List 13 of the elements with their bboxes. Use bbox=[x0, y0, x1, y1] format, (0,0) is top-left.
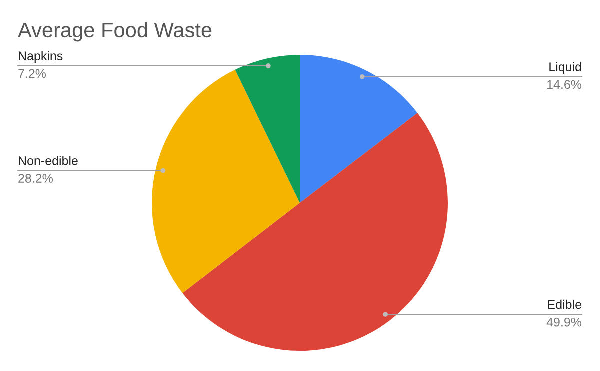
slice-label: Non-edible bbox=[19, 156, 78, 166]
slice-label: Napkins bbox=[19, 51, 63, 63]
pie-slice bbox=[182, 113, 448, 351]
pie-slice bbox=[235, 55, 300, 203]
data-label: 14.6% bbox=[548, 80, 582, 90]
slice-label: Liquid bbox=[550, 62, 582, 74]
pie-slice bbox=[152, 70, 300, 294]
data-label: 49.9% bbox=[546, 318, 582, 327]
pie-slice bbox=[300, 55, 418, 203]
data-label: 7.2% bbox=[18, 69, 46, 78]
chart-title: Average Food Waste bbox=[18, 22, 212, 42]
slice-label: Edible bbox=[548, 300, 582, 310]
data-label: 28.2% bbox=[18, 174, 53, 183]
